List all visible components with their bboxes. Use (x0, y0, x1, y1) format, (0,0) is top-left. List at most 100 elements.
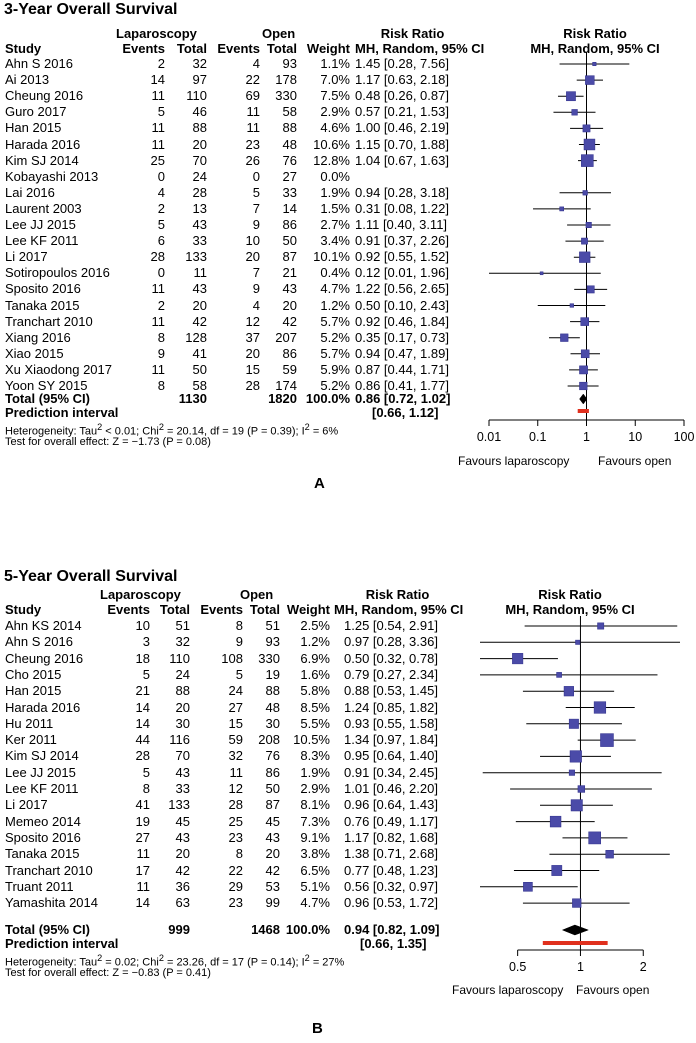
pooled-diamond (579, 393, 588, 405)
cell-e2: 4 (252, 56, 260, 71)
cell-weight: 1.1% (320, 56, 350, 71)
cell-weight: 7.5% (320, 88, 350, 104)
cell-weight: 0.0% (320, 168, 350, 184)
effect-box (592, 61, 597, 67)
total-weight: 100.0% (305, 391, 350, 406)
cell-e1: 25 (150, 152, 165, 168)
cell-weight: 3.4% (320, 233, 350, 249)
cell-e2: 8 (235, 846, 243, 862)
pooled-diamond (561, 924, 589, 936)
cell-ci-text: 0.92 [0.55, 1.52] (355, 249, 449, 265)
cell-n1: 50 (192, 361, 207, 377)
cell-e2: 32 (228, 748, 243, 764)
cell-weight: 5.2% (320, 329, 350, 345)
cell-e1: 9 (157, 345, 165, 361)
cell-n2: 51 (265, 618, 280, 633)
cell-e1: 11 (136, 846, 151, 862)
group2-header: Open (262, 26, 296, 41)
cell-n2: 59 (282, 361, 297, 377)
total-n2: 1820 (268, 391, 297, 406)
cell-study: Cho 2015 (5, 666, 62, 682)
cell-study: Yoon SY 2015 (5, 378, 88, 393)
cell-weight: 5.1% (300, 878, 330, 894)
cell-n2: 207 (275, 329, 297, 345)
cell-e2: 9 (252, 281, 260, 297)
cell-ci-text: 1.34 [0.97, 1.84] (344, 732, 438, 748)
effect-box (600, 733, 614, 747)
cell-weight: 8.5% (300, 699, 330, 715)
effect-box (586, 285, 595, 294)
chart-title: 5-Year Overall Survival (4, 568, 178, 585)
cell-n1: 13 (192, 200, 207, 216)
cell-e2: 7 (252, 265, 260, 281)
chart-title: 3-Year Overall Survival (4, 1, 178, 18)
effect-box (582, 190, 588, 196)
cell-e1: 11 (151, 361, 166, 377)
cell-ci-text: 0.56 [0.32, 0.97] (344, 878, 438, 894)
cell-n2: 48 (265, 699, 280, 715)
cell-weight: 2.5% (300, 618, 330, 633)
cell-weight: 2.9% (320, 104, 350, 120)
effect-box (593, 701, 607, 714)
cell-n1: 33 (192, 233, 207, 249)
cell-ci-text: 0.88 [0.53, 1.45] (344, 683, 438, 699)
cell-n1: 133 (185, 249, 207, 265)
cell-ci-text: 0.76 [0.49, 1.17] (344, 813, 438, 829)
cell-weight: 0.4% (320, 265, 350, 281)
cell-n2: 45 (265, 813, 280, 829)
cell-weight: 4.6% (320, 120, 350, 136)
cell-ci-text: 1.04 [0.67, 1.63] (355, 152, 449, 168)
cell-weight: 3.8% (300, 846, 330, 862)
cell-n1: 20 (192, 297, 207, 313)
cell-n1: 116 (169, 732, 190, 748)
events1-header: Events (122, 41, 165, 56)
cell-e1: 19 (135, 813, 150, 829)
cell-n2: 178 (275, 72, 297, 88)
cell-n2: 86 (265, 764, 280, 780)
cell-study: Lee JJ 2015 (5, 217, 76, 232)
cell-e2: 8 (235, 618, 243, 633)
cell-ci-text: 0.91 [0.37, 2.26] (355, 233, 449, 249)
effect-box (559, 206, 565, 212)
cell-study: Sposito 2016 (5, 281, 81, 297)
cell-e1: 3 (142, 634, 150, 650)
cell-ci-text: 0.50 [0.32, 0.78] (344, 650, 438, 666)
cell-weight: 4.7% (320, 281, 350, 297)
cell-ci-text: 0.50 [0.10, 2.43] (355, 297, 449, 313)
cell-ci-text: 1.25 [0.54, 2.91] (344, 618, 438, 633)
cell-e2: 4 (252, 297, 260, 313)
cell-weight: 10.6% (313, 136, 350, 152)
cell-n1: 20 (175, 699, 190, 715)
effect-box (523, 882, 533, 892)
cell-e1: 8 (157, 329, 165, 345)
x-tick-label: 100 (674, 430, 695, 444)
cell-ci-text: 0.94 [0.28, 3.18] (355, 184, 449, 200)
cell-n1: 128 (185, 329, 207, 345)
cell-weight: 2.7% (320, 217, 350, 232)
cell-n2: 208 (258, 732, 280, 748)
cell-ci-text: 0.96 [0.64, 1.43] (344, 797, 438, 813)
cell-e1: 5 (142, 666, 150, 682)
cell-n1: 24 (175, 666, 190, 682)
cell-study: Han 2015 (5, 120, 62, 136)
cell-study: Kim SJ 2014 (5, 748, 79, 764)
effect-box (575, 639, 581, 645)
cell-study: Xiao 2015 (5, 345, 64, 361)
cell-ci-text: 0.96 [0.53, 1.72] (344, 895, 438, 911)
cell-n2: 87 (265, 797, 280, 813)
cell-n2: 330 (258, 650, 280, 666)
cell-study: Tanaka 2015 (5, 297, 80, 313)
cell-n1: 32 (175, 634, 190, 650)
cell-weight: 5.7% (320, 345, 350, 361)
study-header: Study (5, 41, 42, 56)
x-tick-label: 1 (577, 960, 584, 974)
forest-plot-panel-a: 3-Year Overall Survival Laparoscopy Open… (0, 0, 696, 520)
x-tick-label: 0.5 (509, 960, 526, 974)
cell-study: Lee KF 2011 (5, 781, 79, 796)
cell-ci-text: 1.01 [0.46, 2.20] (344, 781, 438, 796)
cell-e2: 11 (246, 104, 261, 120)
effect-box (585, 75, 595, 85)
cell-n1: 42 (192, 313, 207, 329)
x-tick-label: 2 (640, 960, 647, 974)
cell-n2: 14 (282, 200, 297, 216)
